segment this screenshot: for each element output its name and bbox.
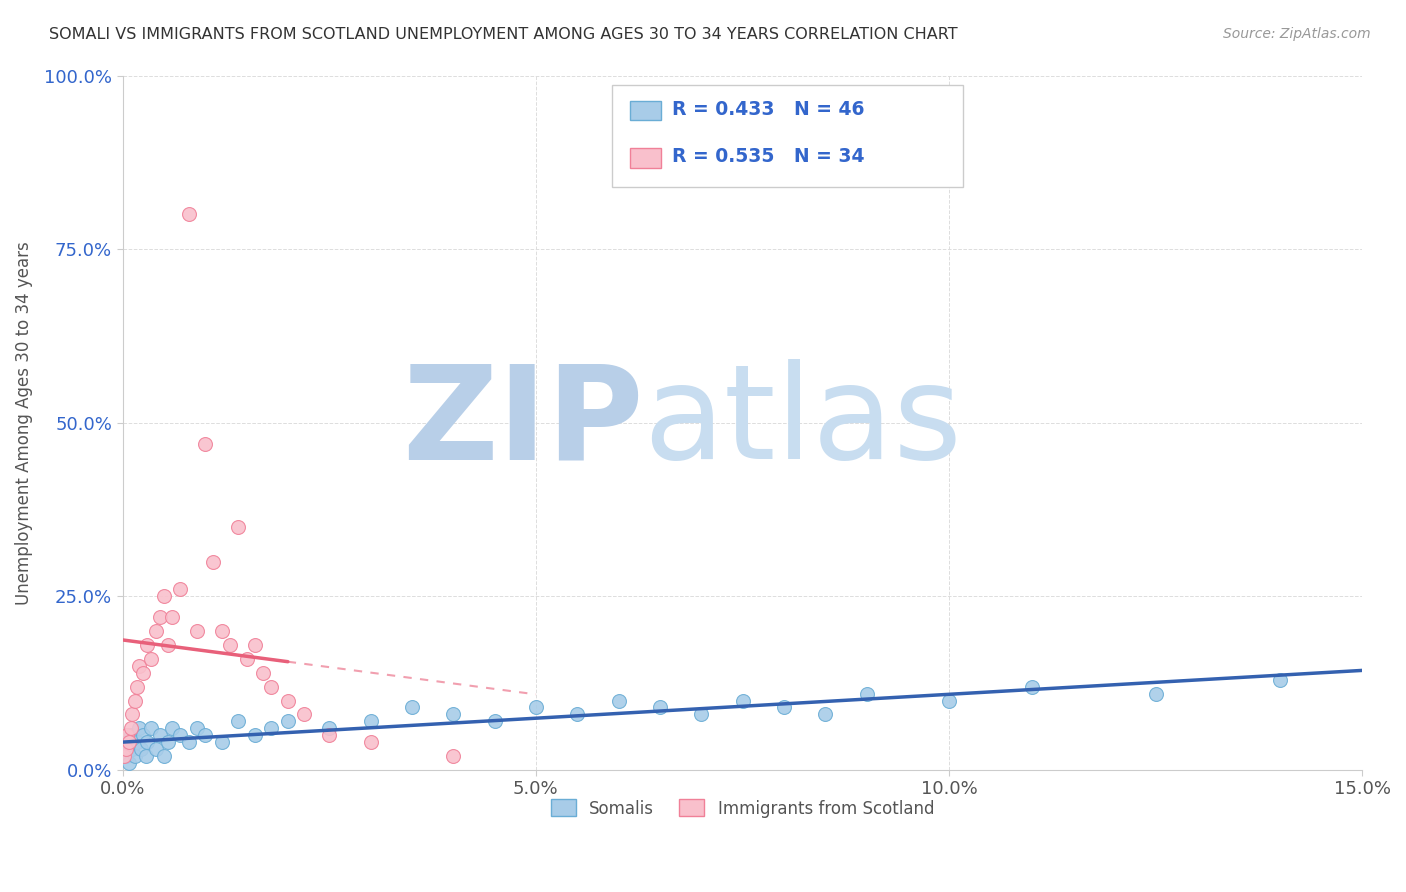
Point bbox=[132, 728, 155, 742]
Point bbox=[145, 624, 167, 639]
Point bbox=[219, 638, 242, 652]
Point bbox=[855, 687, 877, 701]
Y-axis label: Unemployment Among Ages 30 to 34 years: Unemployment Among Ages 30 to 34 years bbox=[15, 241, 32, 605]
Point bbox=[260, 722, 283, 736]
Point bbox=[211, 735, 233, 749]
Point bbox=[153, 749, 176, 764]
Text: R = 0.433   N = 46: R = 0.433 N = 46 bbox=[672, 100, 865, 120]
Point bbox=[1021, 680, 1043, 694]
Point bbox=[318, 728, 340, 742]
Point bbox=[484, 714, 506, 729]
Point bbox=[156, 638, 179, 652]
Point bbox=[136, 638, 159, 652]
Point bbox=[149, 610, 172, 624]
Point bbox=[186, 722, 208, 736]
Point bbox=[202, 555, 225, 569]
Point bbox=[112, 742, 135, 756]
Point bbox=[127, 680, 149, 694]
Point bbox=[607, 693, 630, 707]
Point bbox=[243, 638, 266, 652]
Point bbox=[252, 665, 274, 680]
Point bbox=[153, 590, 176, 604]
Point bbox=[124, 693, 146, 707]
Point bbox=[211, 624, 233, 639]
Point bbox=[690, 707, 713, 722]
Point bbox=[814, 707, 837, 722]
Point bbox=[117, 735, 139, 749]
Point bbox=[567, 707, 589, 722]
Point bbox=[648, 700, 671, 714]
Point bbox=[277, 693, 299, 707]
Point bbox=[118, 756, 141, 770]
Point bbox=[226, 714, 249, 729]
Point bbox=[136, 735, 159, 749]
Point bbox=[177, 207, 200, 221]
Text: ZIP: ZIP bbox=[402, 359, 644, 486]
Point bbox=[118, 735, 141, 749]
Point bbox=[260, 680, 283, 694]
Point bbox=[292, 707, 315, 722]
Point bbox=[129, 742, 152, 756]
Point bbox=[1268, 673, 1291, 687]
Point bbox=[226, 520, 249, 534]
Point bbox=[360, 735, 382, 749]
Point bbox=[731, 693, 754, 707]
Point bbox=[524, 700, 547, 714]
Point bbox=[114, 749, 136, 764]
Point bbox=[177, 735, 200, 749]
Point bbox=[169, 728, 191, 742]
Point bbox=[194, 728, 217, 742]
Point bbox=[277, 714, 299, 729]
Text: Source: ZipAtlas.com: Source: ZipAtlas.com bbox=[1223, 27, 1371, 41]
Text: SOMALI VS IMMIGRANTS FROM SCOTLAND UNEMPLOYMENT AMONG AGES 30 TO 34 YEARS CORREL: SOMALI VS IMMIGRANTS FROM SCOTLAND UNEMP… bbox=[49, 27, 957, 42]
Point bbox=[156, 735, 179, 749]
Point bbox=[124, 749, 146, 764]
Point bbox=[773, 700, 796, 714]
Point bbox=[120, 722, 142, 736]
Point bbox=[160, 722, 183, 736]
Point bbox=[401, 700, 423, 714]
Point bbox=[141, 652, 163, 666]
Point bbox=[318, 722, 340, 736]
Point bbox=[120, 728, 142, 742]
Point bbox=[117, 728, 139, 742]
Point bbox=[360, 714, 382, 729]
Point bbox=[1144, 687, 1167, 701]
Point bbox=[441, 707, 464, 722]
Point bbox=[112, 749, 135, 764]
Point bbox=[121, 742, 143, 756]
Point bbox=[145, 742, 167, 756]
Point bbox=[121, 707, 143, 722]
Point bbox=[132, 665, 155, 680]
Point bbox=[135, 749, 157, 764]
Text: atlas: atlas bbox=[644, 359, 962, 486]
Point bbox=[149, 728, 172, 742]
Point bbox=[160, 610, 183, 624]
Point bbox=[441, 749, 464, 764]
Text: R = 0.535   N = 34: R = 0.535 N = 34 bbox=[672, 147, 865, 167]
Point bbox=[194, 436, 217, 450]
Point bbox=[169, 582, 191, 597]
Point bbox=[938, 693, 960, 707]
Point bbox=[141, 722, 163, 736]
Point bbox=[235, 652, 257, 666]
Point bbox=[186, 624, 208, 639]
Point bbox=[127, 735, 149, 749]
Legend: Somalis, Immigrants from Scotland: Somalis, Immigrants from Scotland bbox=[544, 793, 941, 824]
Point bbox=[243, 728, 266, 742]
Point bbox=[114, 742, 136, 756]
Point bbox=[128, 722, 150, 736]
Point bbox=[128, 658, 150, 673]
